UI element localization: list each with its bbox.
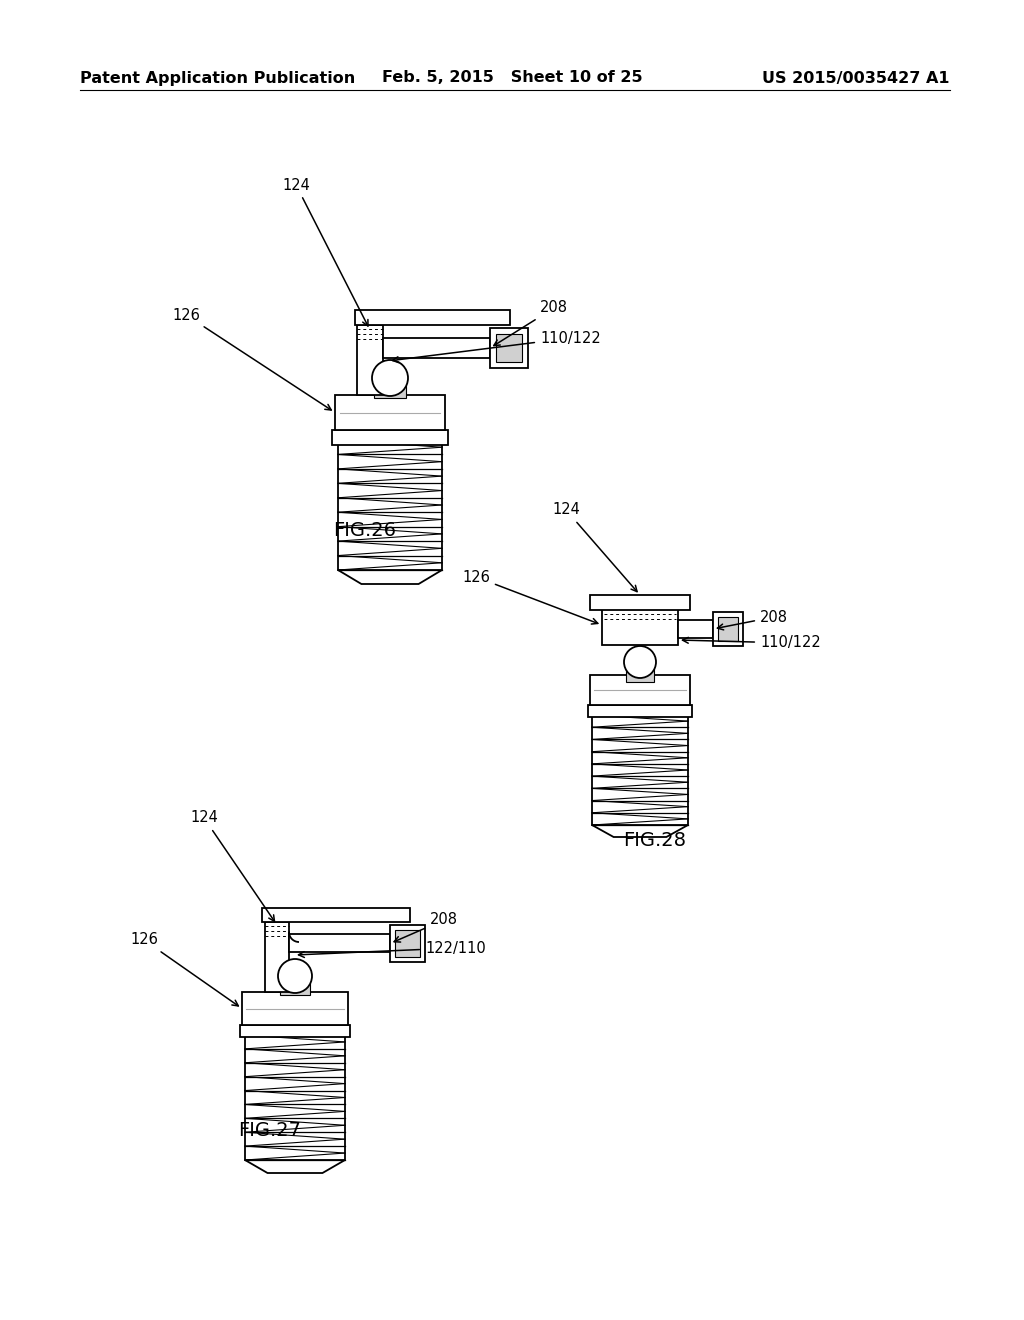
Circle shape: [372, 360, 408, 396]
Text: 208: 208: [394, 912, 458, 942]
Text: FIG.26: FIG.26: [334, 520, 396, 540]
Text: 124: 124: [552, 503, 637, 591]
Text: 110/122: 110/122: [682, 635, 821, 651]
Bar: [335, 395, 445, 430]
Bar: [390, 925, 425, 962]
Bar: [496, 334, 522, 362]
Text: 126: 126: [462, 569, 598, 624]
Bar: [588, 705, 692, 717]
Bar: [590, 595, 690, 610]
Bar: [280, 979, 310, 995]
Bar: [262, 908, 410, 921]
Text: FIG.28: FIG.28: [624, 830, 686, 850]
Bar: [395, 931, 420, 957]
Text: Feb. 5, 2015   Sheet 10 of 25: Feb. 5, 2015 Sheet 10 of 25: [382, 70, 642, 86]
Circle shape: [624, 645, 656, 678]
Text: 124: 124: [190, 810, 274, 921]
Text: 110/122: 110/122: [392, 330, 601, 363]
Polygon shape: [245, 1160, 345, 1173]
Bar: [242, 993, 348, 1026]
Bar: [713, 612, 743, 645]
Text: 208: 208: [718, 610, 788, 630]
Bar: [357, 325, 383, 395]
Text: 122/110: 122/110: [298, 940, 485, 957]
Bar: [355, 310, 510, 325]
Bar: [490, 327, 528, 368]
Bar: [590, 675, 690, 705]
Polygon shape: [338, 570, 442, 583]
Bar: [678, 620, 713, 638]
Text: 124: 124: [283, 177, 368, 326]
Bar: [602, 605, 678, 645]
Bar: [240, 1026, 350, 1038]
Bar: [626, 667, 654, 682]
Text: 126: 126: [172, 308, 331, 411]
Text: FIG.27: FIG.27: [239, 1121, 301, 1139]
Bar: [383, 338, 490, 358]
Text: Patent Application Publication: Patent Application Publication: [80, 70, 355, 86]
Text: 208: 208: [494, 301, 568, 346]
Text: US 2015/0035427 A1: US 2015/0035427 A1: [763, 70, 950, 86]
Bar: [289, 935, 390, 952]
Bar: [374, 383, 406, 399]
Polygon shape: [592, 825, 688, 837]
Bar: [332, 430, 449, 445]
Bar: [265, 921, 289, 993]
Circle shape: [278, 960, 312, 993]
Text: 126: 126: [130, 932, 239, 1006]
Bar: [718, 616, 738, 642]
